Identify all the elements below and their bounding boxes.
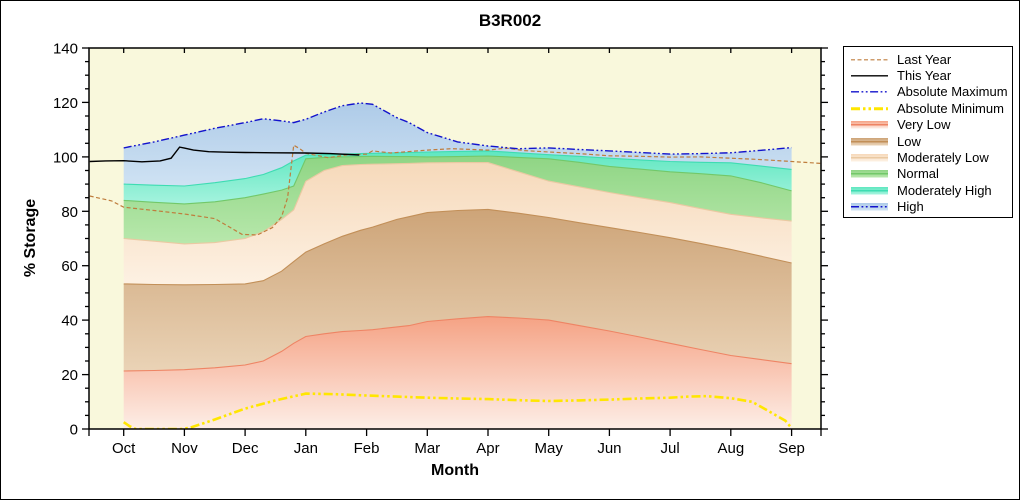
legend-entry-this-year: This Year	[848, 67, 1012, 83]
legend-label: High	[897, 199, 924, 215]
legend-swatch	[851, 186, 888, 195]
legend-label: Normal	[897, 166, 939, 182]
legend-swatch	[851, 154, 888, 162]
legend-label: Very Low	[897, 117, 951, 133]
x-tick-label: Apr	[476, 440, 499, 457]
band-very-low	[123, 316, 792, 429]
legend-swatch	[851, 137, 888, 146]
x-tick-label: May	[535, 440, 564, 457]
this-year-line	[89, 146, 360, 163]
x-tick-label: Jan	[294, 440, 318, 457]
x-tick-label: Jun	[597, 440, 621, 457]
absolute-maximum-line	[123, 102, 792, 155]
legend-entries: Last Year This Year Absolute Maximum Absolu…	[848, 51, 1012, 215]
legend-swatch	[851, 58, 888, 61]
y-tick-label: 120	[53, 95, 78, 112]
x-axis-title: Month	[431, 462, 479, 479]
y-tick-label: 140	[53, 41, 78, 58]
band-low-edge	[123, 208, 792, 286]
band-very-low-edge	[123, 316, 792, 372]
band-moderately-low	[123, 162, 792, 285]
band-moderately-high-edge	[123, 150, 792, 187]
legend-label: This Year	[897, 68, 952, 84]
legend-label: Moderately High	[897, 182, 992, 198]
legend-entry-high: High	[848, 199, 1012, 215]
legend-label: Moderately Low	[897, 150, 989, 166]
legend-swatch	[851, 91, 888, 93]
chart-title: B3R002	[478, 11, 542, 30]
y-axis-title: % Storage	[22, 198, 39, 278]
legend-box: Last Year This Year Absolute Maximum Absolu…	[843, 46, 1013, 218]
legend-swatch	[851, 170, 888, 178]
legend-label: Low	[897, 133, 921, 149]
y-tick-label: 20	[61, 367, 78, 384]
legend-label: Absolute Maximum	[897, 84, 1008, 100]
legend-swatch	[851, 121, 888, 129]
legend-entry-very-low: Very Low	[848, 117, 1012, 133]
legend-entry-moderately-high: Moderately High	[848, 182, 1012, 198]
x-tick-label: Sep	[778, 440, 805, 457]
x-tick-label: Oct	[112, 440, 136, 457]
legend-label: Last Year	[897, 51, 952, 67]
legend-entry-last-year: Last Year	[848, 51, 1012, 67]
band-low	[123, 209, 792, 371]
band-high	[123, 103, 792, 186]
legend-entry-absolute-maximum: Absolute Maximum	[848, 84, 1012, 100]
legend-entry-normal: Normal	[848, 166, 1012, 182]
legend-entry-low: Low	[848, 133, 1012, 149]
legend-swatch	[851, 203, 888, 211]
x-tick-label: Feb	[354, 440, 380, 457]
legend-label: Absolute Minimum	[897, 100, 1004, 116]
legend-swatch	[851, 107, 888, 111]
x-tick-label: Dec	[232, 440, 259, 457]
legend-entry-moderately-low: Moderately Low	[848, 149, 1012, 165]
y-tick-label: 40	[61, 313, 78, 330]
x-tick-label: Jul	[661, 440, 680, 457]
x-tick-label: Aug	[717, 440, 744, 457]
tick-labels: 0 20 40 60 80 100 120 140 Oct Nov Dec Jan Feb Mar Apr M…	[53, 41, 805, 458]
band-moderately-high	[123, 150, 792, 204]
y-tick-label: 80	[61, 204, 78, 221]
band-normal	[123, 156, 792, 244]
x-tick-label: Mar	[414, 440, 440, 457]
y-tick-label: 60	[61, 258, 78, 275]
legend-entry-absolute-minimum: Absolute Minimum	[848, 100, 1012, 116]
plot-area	[89, 102, 821, 429]
band-normal-edge	[123, 155, 792, 205]
last-year-line	[89, 144, 821, 236]
absolute-minimum-line	[122, 392, 793, 429]
x-tick-label: Nov	[171, 440, 198, 457]
y-tick-label: 0	[70, 422, 78, 439]
legend-swatch	[851, 75, 888, 77]
y-tick-label: 100	[53, 149, 78, 166]
axis-ticks	[82, 47, 828, 436]
